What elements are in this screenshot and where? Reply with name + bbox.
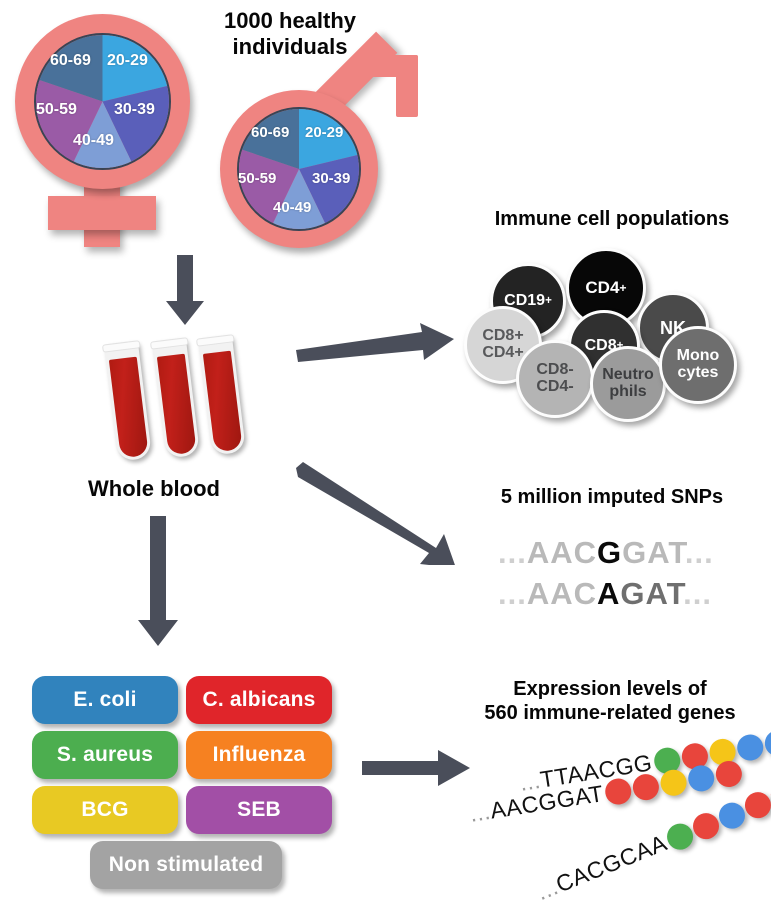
male-pie-label-50-59: 50-59 bbox=[238, 170, 277, 187]
expression-section-title: Expression levels of 560 immune-related … bbox=[452, 678, 768, 725]
immune-cell-label: CD19 bbox=[504, 291, 546, 309]
immune-cell-label: Neutro phils bbox=[602, 366, 654, 400]
immune-cell-cluster: CD19+ CD4+ NK CD8+ CD8+CD4+ CD8-CD4- Neu… bbox=[462, 240, 762, 425]
male-symbol-arrowhead bbox=[358, 55, 418, 117]
male-pie-label-30-39: 30-39 bbox=[312, 170, 351, 187]
female-pie-label-40-49: 40-49 bbox=[73, 132, 114, 149]
snp-suffix-dots: ... bbox=[684, 535, 714, 570]
immune-cell-label: CD8- CD4- bbox=[536, 361, 574, 395]
stimulus-label: SEB bbox=[237, 798, 281, 821]
female-symbol-crossbar bbox=[48, 196, 156, 230]
cohort-title-line2: individuals bbox=[232, 33, 348, 59]
cohort-title-line1: 1000 healthy bbox=[223, 8, 357, 33]
immune-cell-label: Mono cytes bbox=[676, 347, 720, 381]
snp-bases-before: AAC bbox=[526, 535, 598, 570]
expression-title-line1: Expression levels of bbox=[513, 678, 707, 700]
immune-cell-cd8neg-cd4neg: CD8- CD4- bbox=[516, 340, 594, 418]
blood-to-stimuli-arrow bbox=[138, 516, 178, 646]
male-age-pie bbox=[237, 107, 361, 231]
stimulus-pill-bcg[interactable]: BCG bbox=[32, 786, 178, 834]
female-pie-label-20-29: 20-29 bbox=[107, 52, 148, 69]
gene-strand-sequence: ...CACGCAA bbox=[533, 829, 671, 906]
expression-title-line2: 560 immune-related genes bbox=[484, 701, 736, 724]
female-pie-label-60-69: 60-69 bbox=[50, 52, 91, 69]
stimulus-pill-non-stimulated[interactable]: Non stimulated bbox=[90, 841, 282, 889]
gene-bead bbox=[630, 771, 661, 802]
stimuli-to-expression-arrow bbox=[362, 750, 470, 786]
snp-bases-after: GAT bbox=[622, 535, 685, 570]
whole-blood-tubes bbox=[101, 334, 285, 466]
immune-cell-cd4: CD4 + bbox=[566, 248, 646, 328]
stimulus-pill-influenza[interactable]: Influenza bbox=[186, 731, 332, 779]
immune-cell-label: CD8+ CD4+ bbox=[482, 327, 524, 361]
whole-blood-label: Whole blood bbox=[88, 476, 220, 501]
gene-bead bbox=[686, 763, 716, 793]
stimulus-label: C. albicans bbox=[202, 688, 316, 711]
snp-variant-base: A bbox=[597, 576, 621, 611]
female-gender-symbol: 20-29 30-39 40-49 50-59 60-69 bbox=[10, 10, 200, 250]
gene-bead bbox=[658, 767, 689, 798]
immune-cell-label: CD8 bbox=[584, 336, 617, 354]
blood-tube bbox=[149, 337, 201, 459]
gene-bead bbox=[688, 808, 723, 843]
male-pie-label-20-29: 20-29 bbox=[305, 124, 344, 141]
immune-cell-monocytes: Mono cytes bbox=[659, 326, 737, 404]
male-pie-label-60-69: 60-69 bbox=[251, 124, 290, 141]
female-pie-label-50-59: 50-59 bbox=[36, 101, 77, 118]
blood-to-snps-arrow bbox=[296, 462, 455, 565]
stimulus-pill-s-aureus[interactable]: S. aureus bbox=[32, 731, 178, 779]
immune-cell-cd8pos-cd4pos: CD8+ CD4+ bbox=[464, 306, 542, 384]
stimulus-label: BCG bbox=[81, 798, 129, 821]
snp-variant-base: G bbox=[597, 535, 623, 570]
gene-bead bbox=[603, 776, 633, 806]
snp-suffix-dots: ... bbox=[683, 576, 712, 611]
immune-cell-neutrophils: Neutro phils bbox=[590, 346, 666, 422]
snp-sequence-row: ...AACGGAT... bbox=[498, 535, 714, 571]
cohort-to-blood-arrow bbox=[166, 255, 204, 325]
snps-section-title: 5 million imputed SNPs bbox=[500, 486, 724, 508]
stimulus-pill-c-albicans[interactable]: C. albicans bbox=[186, 676, 332, 724]
blood-to-immune-arrow bbox=[296, 323, 454, 362]
gene-bead bbox=[713, 758, 744, 789]
stimulus-label: E. coli bbox=[73, 688, 137, 711]
stimulus-label: S. aureus bbox=[56, 743, 154, 766]
male-pie-label-40-49: 40-49 bbox=[273, 199, 312, 216]
stimulus-pill-seb[interactable]: SEB bbox=[186, 786, 332, 834]
gene-bead bbox=[762, 727, 771, 758]
stimulus-pill-e-coli[interactable]: E. coli bbox=[32, 676, 178, 724]
male-gender-symbol: 20-29 30-39 40-49 50-59 60-69 bbox=[198, 31, 418, 260]
gene-strand-bases: CACGCAA bbox=[552, 829, 671, 898]
female-pie-label-30-39: 30-39 bbox=[114, 101, 155, 118]
snp-bases-after: GAT bbox=[620, 576, 684, 611]
cohort-title: 1000 healthy individuals bbox=[168, 8, 412, 60]
blood-tube bbox=[195, 334, 247, 456]
snp-prefix-dots: ... bbox=[498, 535, 527, 570]
female-age-pie bbox=[34, 33, 171, 170]
gene-bead bbox=[714, 798, 749, 833]
snp-sequence-row: ...AACAGAT... bbox=[498, 576, 712, 612]
stimulus-label: Non stimulated bbox=[108, 853, 264, 876]
snp-bases-before: AAC bbox=[526, 576, 598, 611]
blood-tube bbox=[101, 340, 153, 462]
immune-cell-label: CD4 bbox=[585, 278, 620, 298]
snp-prefix-dots: ... bbox=[498, 576, 527, 611]
stimulus-label: Influenza bbox=[212, 743, 306, 766]
immune-section-title: Immune cell populations bbox=[494, 208, 730, 230]
